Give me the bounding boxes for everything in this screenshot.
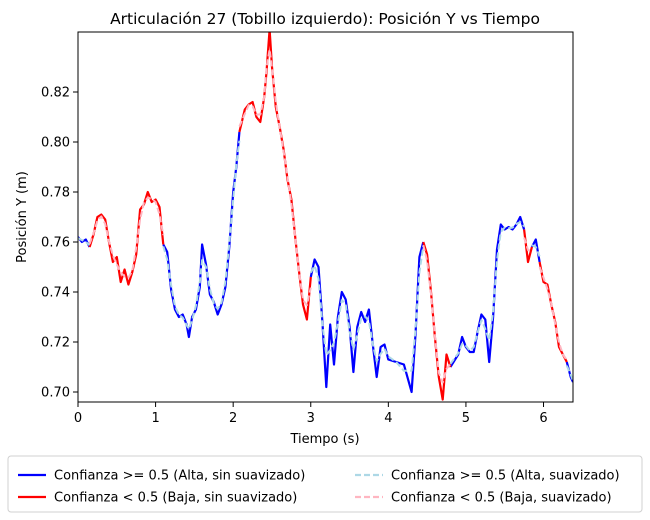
x-tick-label: 1 bbox=[151, 411, 159, 426]
y-tick-label: 0.74 bbox=[41, 286, 70, 301]
legend: Confianza >= 0.5 (Alta, sin suavizado) Co… bbox=[7, 455, 643, 513]
series-line-raw-0-1 bbox=[162, 131, 241, 339]
series-line-smooth-1-1 bbox=[238, 48, 312, 307]
y-tick-label: 0.78 bbox=[41, 186, 70, 201]
plot-frame bbox=[77, 31, 574, 403]
y-tick-label: 0.80 bbox=[41, 136, 70, 151]
y-axis: 0.70 0.72 0.74 0.76 0.78 0.80 0.82 bbox=[41, 86, 78, 401]
plot-area bbox=[78, 32, 573, 401]
legend-label: Confianza >= 0.5 (Alta, suavizado) bbox=[391, 469, 620, 484]
series-line-smooth-1-4 bbox=[538, 266, 568, 361]
y-axis-label: Posición Y (m) bbox=[15, 171, 30, 263]
x-tick-label: 3 bbox=[307, 411, 315, 426]
x-tick-label: 2 bbox=[229, 411, 237, 426]
legend-frame bbox=[7, 455, 643, 513]
x-tick-label: 0 bbox=[74, 411, 82, 426]
y-tick-label: 0.72 bbox=[41, 336, 70, 351]
series-line-smooth-0-3 bbox=[449, 221, 525, 365]
chart-title: Articulación 27 (Tobillo izquierdo): Pos… bbox=[110, 10, 540, 28]
series-line-smooth-1-2 bbox=[422, 244, 452, 384]
series-line-smooth-0-4 bbox=[531, 244, 541, 257]
y-tick-label: 0.70 bbox=[41, 386, 70, 401]
series-line-smooth-0-1 bbox=[162, 140, 241, 330]
x-tick-label: 4 bbox=[384, 411, 392, 426]
x-axis-label: Tiempo (s) bbox=[289, 432, 359, 447]
series-line-smooth-1-3 bbox=[523, 237, 533, 252]
series-line-raw-1-0 bbox=[88, 190, 165, 286]
legend-label: Confianza < 0.5 (Baja, suavizado) bbox=[391, 491, 612, 506]
x-tick-label: 6 bbox=[539, 411, 547, 426]
series-line-smooth-0-2 bbox=[309, 245, 425, 372]
series-line-smooth-0-5 bbox=[565, 365, 573, 382]
y-tick-label: 0.82 bbox=[41, 86, 70, 101]
legend-label: Confianza >= 0.5 (Alta, sin suavizado) bbox=[54, 469, 305, 484]
series-line-raw-1-3 bbox=[523, 229, 533, 264]
y-tick-label: 0.76 bbox=[41, 236, 70, 251]
x-tick-label: 5 bbox=[462, 411, 470, 426]
series-line-smooth-1-0 bbox=[88, 196, 165, 279]
legend-label: Confianza < 0.5 (Baja, sin suavizado) bbox=[54, 491, 297, 506]
series-line-raw-0-2 bbox=[309, 241, 425, 394]
x-axis: 0 1 2 3 4 5 6 bbox=[74, 402, 548, 426]
series-line-smooth-0-0 bbox=[78, 237, 91, 246]
series-line-raw-0-4 bbox=[530, 238, 541, 263]
